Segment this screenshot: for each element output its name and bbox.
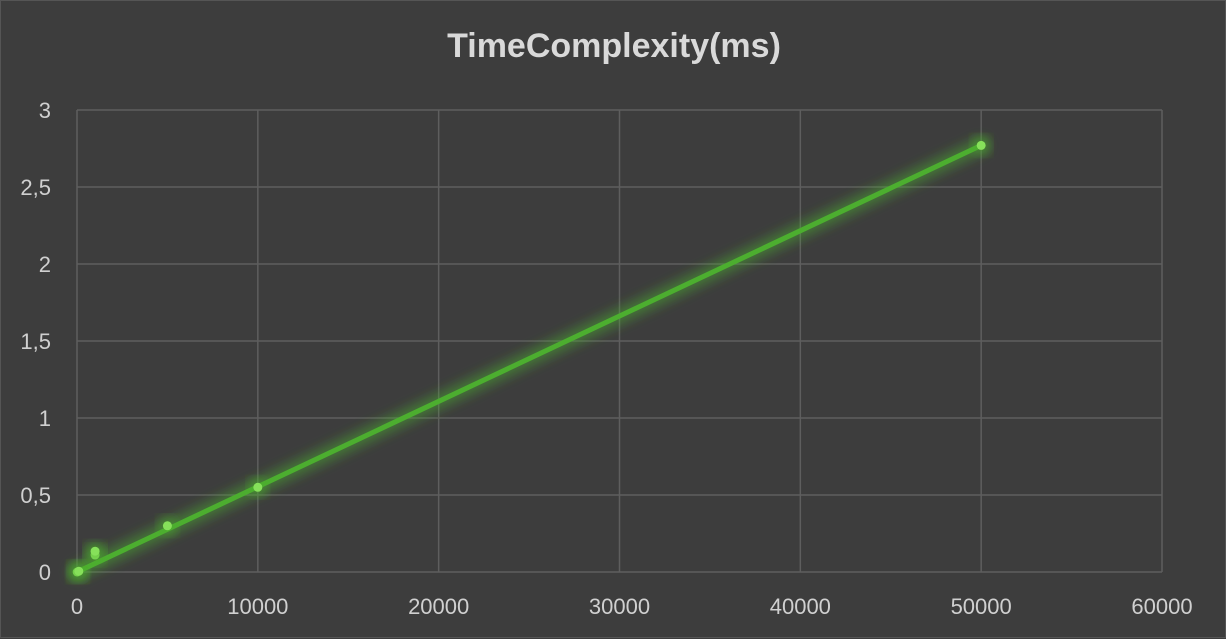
y-tick-label: 3	[39, 98, 51, 123]
data-point	[976, 140, 986, 150]
x-tick-label: 40000	[770, 594, 831, 619]
x-tick-label: 50000	[951, 594, 1012, 619]
x-tick-label: 10000	[227, 594, 288, 619]
y-tick-label: 1,5	[20, 329, 51, 354]
y-tick-label: 2,5	[20, 175, 51, 200]
x-tick-label: 20000	[408, 594, 469, 619]
y-tick-label: 1	[39, 406, 51, 431]
x-tick-label: 0	[71, 594, 83, 619]
data-point	[253, 482, 263, 492]
data-point	[90, 546, 100, 556]
y-tick-label: 0	[39, 560, 51, 585]
y-tick-label: 2	[39, 252, 51, 277]
trendline	[74, 142, 984, 575]
x-tick-label: 60000	[1131, 594, 1192, 619]
x-tick-label: 30000	[589, 594, 650, 619]
y-tick-label: 0,5	[20, 483, 51, 508]
data-point	[162, 521, 172, 531]
data-point	[74, 566, 84, 576]
chart-title: TimeComplexity(ms)	[447, 27, 781, 65]
